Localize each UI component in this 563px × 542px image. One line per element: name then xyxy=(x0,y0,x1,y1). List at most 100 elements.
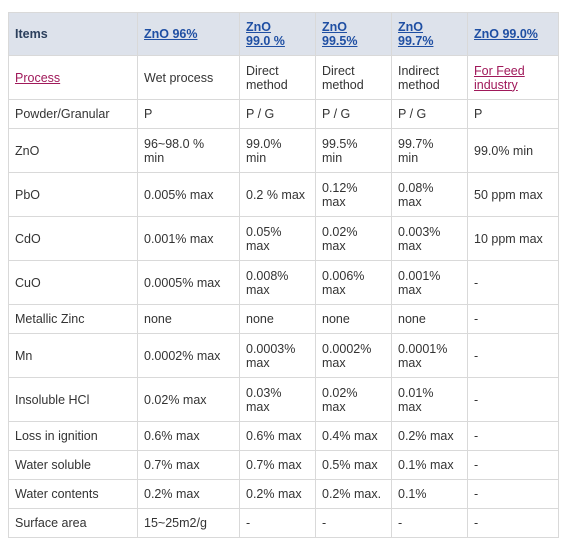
cell-value: 0.7% max xyxy=(144,458,200,472)
row-label: Mn xyxy=(15,348,33,363)
table-cell: - xyxy=(467,304,559,334)
cell-value: 0.6% max xyxy=(144,429,200,443)
row-link-for-feed-industry[interactable]: For Feed industry xyxy=(474,63,525,92)
row-label: Insoluble HCl xyxy=(15,392,90,407)
table-cell: 15~25m2/g xyxy=(137,508,240,538)
row-label: CdO xyxy=(15,231,41,246)
table-body: Process Wet process Direct method Direct meth… xyxy=(8,55,559,538)
cell-value: P xyxy=(474,107,483,121)
table-cell: Surface area xyxy=(8,508,138,538)
table-row-powder-granular: Powder/Granular P P / G P / G P / G P xyxy=(8,99,559,129)
cell-value: - xyxy=(474,275,479,290)
table-cell: 0.02% max xyxy=(315,377,392,422)
cell-value: 0.4% max xyxy=(322,429,378,443)
cell-value: 99.7% min xyxy=(398,136,434,165)
cell-value: Indirect method xyxy=(398,63,440,92)
table-cell: Wet process xyxy=(137,55,240,100)
cell-value: none xyxy=(398,312,426,326)
cell-value: 99.0% min xyxy=(474,143,534,158)
cell-value: 10 ppm max xyxy=(474,231,543,246)
table-cell: Process xyxy=(8,55,138,100)
header-link-zno-99-0[interactable]: ZnO 99.0% xyxy=(474,27,538,41)
table-row-process: Process Wet process Direct method Direct meth… xyxy=(8,55,559,100)
cell-value: 15~25m2/g xyxy=(144,516,207,530)
table-row-water-contents: Water contents 0.2% max 0.2% max 0.2% max. 0… xyxy=(8,479,559,509)
table-cell: 0.2 % max xyxy=(239,172,316,217)
cell-value: 0.1% max xyxy=(398,458,454,472)
row-label: Loss in ignition xyxy=(15,429,98,443)
table-row-water-soluble: Water soluble 0.7% max 0.7% max 0.5% max 0.1… xyxy=(8,450,559,480)
table-cell: 0.0003% max xyxy=(239,333,316,378)
table-cell: P xyxy=(467,99,559,129)
table-cell: 0.0005% max xyxy=(137,260,240,305)
table-cell: - xyxy=(315,508,392,538)
cell-value: none xyxy=(246,312,274,326)
column-header-0: Items xyxy=(8,12,138,56)
table-cell: 0.0001% max xyxy=(391,333,468,378)
table-cell: 0.0002% max xyxy=(315,333,392,378)
cell-value: 0.01% max xyxy=(398,385,434,414)
table-cell: P xyxy=(137,99,240,129)
cell-value: - xyxy=(474,458,479,472)
cell-value: Direct method xyxy=(322,63,364,92)
table-cell: 99.7% min xyxy=(391,128,468,173)
table-cell: Loss in ignition xyxy=(8,421,138,451)
table-cell: none xyxy=(315,304,392,334)
cell-value: 0.0003% max xyxy=(246,341,296,370)
table-cell: 0.003% max xyxy=(391,216,468,261)
cell-value: 0.02% max xyxy=(322,385,358,414)
table-cell: 0.01% max xyxy=(391,377,468,422)
header-link-zno-96[interactable]: ZnO 96% xyxy=(144,27,198,41)
header-link-zno-99-7[interactable]: ZnO 99.7% xyxy=(398,20,434,48)
row-label: ZnO xyxy=(15,143,40,158)
table-cell: - xyxy=(467,421,559,451)
cell-value: 0.7% max xyxy=(246,458,302,472)
table-cell: 0.006% max xyxy=(315,260,392,305)
table-cell: 0.2% max xyxy=(391,421,468,451)
cell-value: 0.003% max xyxy=(398,224,441,253)
table-cell: 0.001% max xyxy=(391,260,468,305)
cell-value: 0.05% max xyxy=(246,224,282,253)
table-row-surface-area: Surface area 15~25m2/g - - - - xyxy=(8,508,559,538)
row-label: Water contents xyxy=(15,487,99,501)
cell-value: P xyxy=(144,107,153,121)
cell-value: P / G xyxy=(322,107,351,121)
cell-value: 0.12% max xyxy=(322,180,358,209)
table-cell: none xyxy=(391,304,468,334)
table-cell: - xyxy=(467,479,559,509)
table-cell: 99.5% min xyxy=(315,128,392,173)
cell-value: 0.02% max xyxy=(144,392,207,407)
cell-value: 0.0002% max xyxy=(144,348,221,363)
table-cell: Direct method xyxy=(239,55,316,100)
table-cell: 0.7% max xyxy=(239,450,316,480)
cell-value: - xyxy=(322,516,327,530)
header-label: Items xyxy=(15,27,48,41)
table-row-loss-in-ignition: Loss in ignition 0.6% max 0.6% max 0.4% max… xyxy=(8,421,559,451)
table-cell: 0.1% xyxy=(391,479,468,509)
table-cell: CuO xyxy=(8,260,138,305)
row-label: Water soluble xyxy=(15,458,91,472)
table-cell: 0.03% max xyxy=(239,377,316,422)
column-header-5: ZnO 99.0% xyxy=(467,12,559,56)
header-link-zno-99-0[interactable]: ZnO 99.0 % xyxy=(246,20,285,48)
header-link-zno-99-5[interactable]: ZnO 99.5% xyxy=(322,20,358,48)
cell-value: 0.1% xyxy=(398,487,427,501)
row-label: Powder/Granular xyxy=(15,107,110,121)
table-row-zno: ZnO 96~98.0 % min 99.0% min 99.5% min 99.7% min 9… xyxy=(8,128,559,173)
table-cell: 0.2% max. xyxy=(315,479,392,509)
cell-value: 0.005% max xyxy=(144,187,214,202)
table-cell: - xyxy=(239,508,316,538)
column-header-3: ZnO 99.5% xyxy=(315,12,392,56)
table-cell: 0.05% max xyxy=(239,216,316,261)
cell-value: - xyxy=(474,348,479,363)
table-cell: 0.02% max xyxy=(137,377,240,422)
cell-value: 0.001% max xyxy=(398,268,441,297)
column-header-1: ZnO 96% xyxy=(137,12,240,56)
cell-value: - xyxy=(398,516,403,530)
cell-value: 0.008% max xyxy=(246,268,289,297)
row-link-process[interactable]: Process xyxy=(15,70,61,85)
cell-value: 0.2% max. xyxy=(322,487,382,501)
cell-value: 99.0% min xyxy=(246,136,282,165)
table-row-insoluble-hcl: Insoluble HCl 0.02% max 0.03% max 0.02% max 0.… xyxy=(8,377,559,422)
table-cell: 99.0% min xyxy=(239,128,316,173)
